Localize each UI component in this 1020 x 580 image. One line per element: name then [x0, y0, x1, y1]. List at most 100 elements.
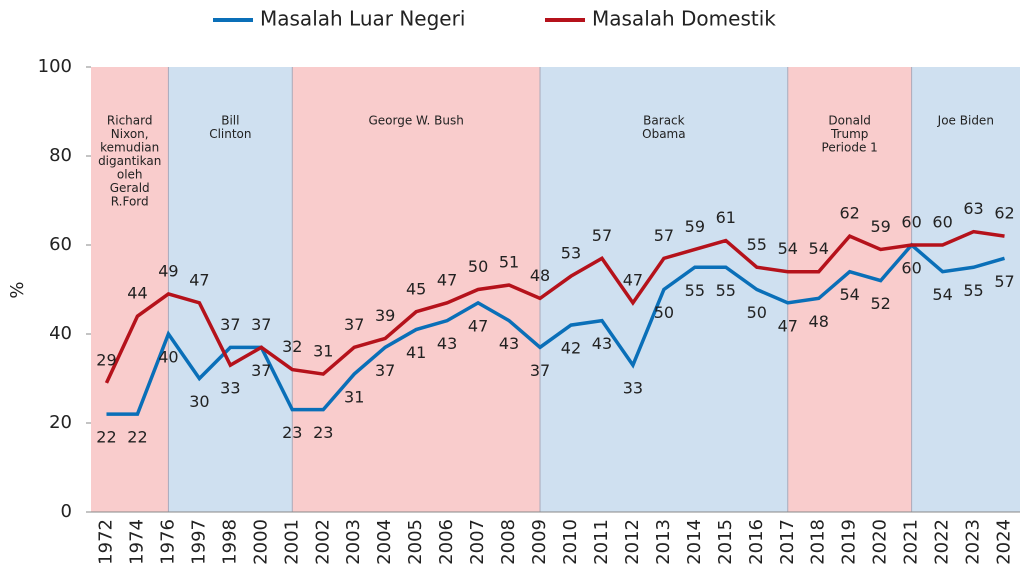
x-tick-label: 2009 — [529, 519, 550, 565]
period-label: Clinton — [209, 127, 251, 141]
x-tick-label: 1976 — [157, 519, 178, 565]
x-tick-label: 1974 — [126, 519, 147, 565]
data-label: 41 — [406, 343, 426, 362]
data-label: 48 — [809, 312, 829, 331]
data-label: 33 — [623, 379, 643, 398]
period-label: Obama — [642, 127, 685, 141]
data-label: 60 — [901, 213, 921, 232]
data-label: 55 — [747, 235, 767, 254]
data-label: 50 — [468, 257, 488, 276]
x-tick-label: 1972 — [95, 519, 116, 565]
period-label: Barack — [643, 114, 684, 128]
x-tick-label: 2008 — [498, 519, 519, 565]
data-label: 37 — [344, 315, 364, 334]
x-tick-label: 1998 — [219, 519, 240, 565]
x-tick-label: 2005 — [405, 519, 426, 565]
data-label: 60 — [901, 259, 921, 278]
period-label: Nixon, — [111, 127, 149, 141]
data-label: 32 — [282, 337, 302, 356]
legend-label: Masalah Luar Negeri — [260, 7, 465, 31]
period-label: Gerald — [110, 181, 150, 195]
data-label: 29 — [96, 350, 116, 369]
period-label: Bill — [221, 114, 239, 128]
x-tick-label: 2023 — [963, 519, 984, 565]
data-label: 47 — [778, 316, 798, 335]
y-tick-label: 40 — [49, 323, 72, 344]
data-label: 22 — [127, 428, 147, 447]
data-label: 49 — [158, 261, 178, 280]
data-label: 55 — [963, 281, 983, 300]
data-label: 43 — [437, 334, 457, 353]
x-tick-label: 2024 — [994, 519, 1015, 565]
period-label: Donald — [828, 114, 871, 128]
data-label: 37 — [251, 361, 271, 380]
period-band — [911, 67, 1020, 512]
x-tick-label: 2016 — [746, 519, 767, 565]
data-label: 50 — [747, 303, 767, 322]
data-label: 55 — [685, 281, 705, 300]
period-label: George W. Bush — [368, 114, 463, 128]
data-label: 37 — [251, 315, 271, 334]
data-label: 62 — [840, 204, 860, 223]
x-tick-label: 2018 — [808, 519, 829, 565]
data-label: 31 — [344, 388, 364, 407]
data-label: 48 — [530, 266, 550, 285]
period-label: Periode 1 — [822, 141, 878, 155]
data-label: 47 — [189, 270, 209, 289]
data-label: 43 — [499, 334, 519, 353]
x-tick-label: 2010 — [560, 519, 581, 565]
data-label: 55 — [716, 281, 736, 300]
data-label: 33 — [220, 379, 240, 398]
x-tick-label: 2003 — [343, 519, 364, 565]
x-tick-label: 2021 — [901, 519, 922, 565]
line-series — [106, 242, 1006, 416]
period-band — [168, 67, 293, 512]
data-label: 23 — [282, 423, 302, 442]
data-label: 45 — [406, 279, 426, 298]
data-label: 63 — [963, 199, 983, 218]
period-label: kemudian — [100, 141, 159, 155]
line-series — [104, 229, 1005, 384]
data-label: 37 — [530, 361, 550, 380]
data-label: 50 — [654, 303, 674, 322]
x-tick-label: 2020 — [870, 519, 891, 565]
data-label: 47 — [437, 270, 457, 289]
data-label: 42 — [561, 339, 581, 358]
x-tick-label: 2022 — [932, 519, 953, 565]
data-label: 22 — [96, 428, 116, 447]
data-label: 44 — [127, 284, 147, 303]
data-label: 59 — [685, 217, 705, 236]
y-tick-label: 80 — [49, 145, 72, 166]
data-label: 31 — [313, 342, 333, 361]
data-label: 47 — [623, 270, 643, 289]
data-label: 61 — [716, 208, 736, 227]
x-tick-label: 2002 — [312, 519, 333, 565]
period-label: Trump — [830, 127, 868, 141]
x-tick-label: 2019 — [839, 519, 860, 565]
y-tick-label: 0 — [61, 501, 72, 522]
x-tick-label: 2001 — [281, 519, 302, 565]
data-label: 30 — [189, 392, 209, 411]
period-band — [91, 67, 169, 512]
x-tick-label: 2006 — [436, 519, 457, 565]
x-tick-label: 2012 — [622, 519, 643, 565]
data-label: 54 — [809, 239, 829, 258]
y-tick-label: 100 — [38, 56, 72, 77]
data-label: 60 — [932, 213, 952, 232]
data-label: 47 — [468, 316, 488, 335]
x-tick-label: 2015 — [715, 519, 736, 565]
x-tick-label: 2000 — [250, 519, 271, 565]
period-label: Joe Biden — [937, 114, 994, 128]
data-label: 53 — [561, 244, 581, 263]
x-tick-label: 2004 — [374, 519, 395, 565]
data-label: 37 — [375, 361, 395, 380]
data-label: 43 — [592, 334, 612, 353]
data-label: 57 — [654, 226, 674, 245]
period-band — [292, 67, 541, 512]
x-tick-label: 2017 — [777, 519, 798, 565]
data-label: 59 — [870, 217, 890, 236]
x-tick-label: 2011 — [591, 519, 612, 565]
data-label: 23 — [313, 423, 333, 442]
x-tick-label: 2007 — [467, 519, 488, 565]
